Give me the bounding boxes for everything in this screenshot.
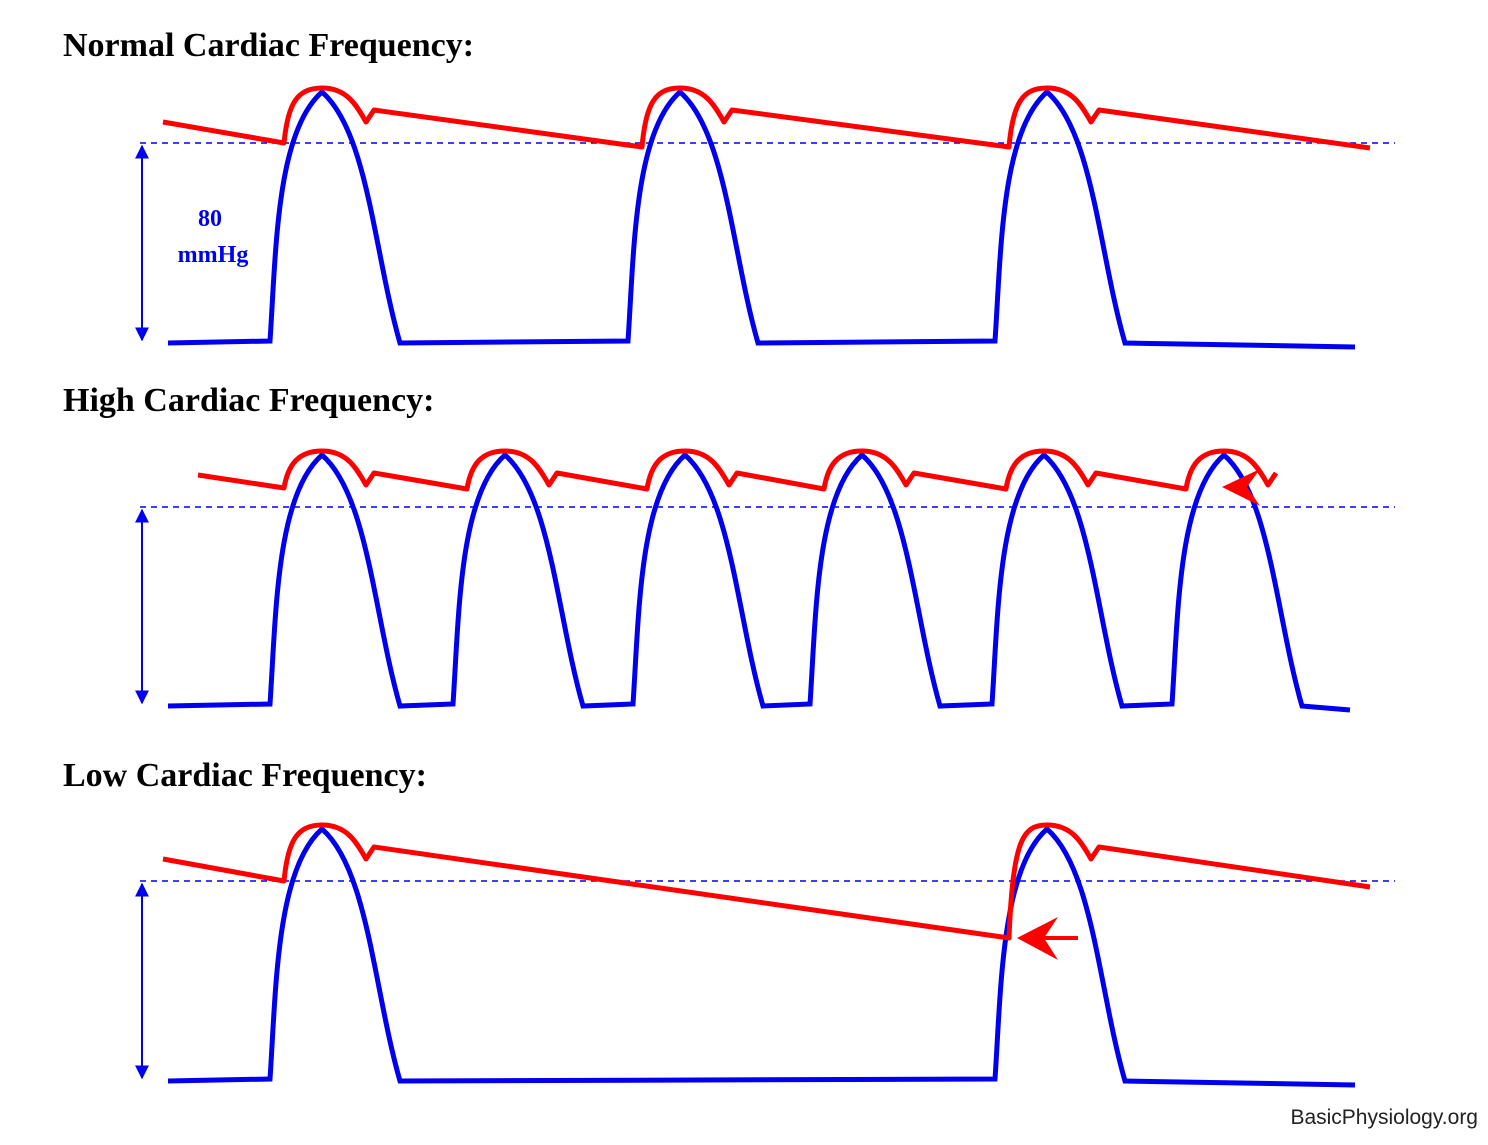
blue-wave [167, 825, 1356, 1088]
footer: BasicPhysiology.org [1290, 1106, 1478, 1129]
blue-wave [167, 451, 1351, 713]
panel-title: Normal Cardiac Frequency: [63, 27, 474, 64]
arrowhead [1017, 917, 1058, 960]
red-wave [162, 822, 1371, 941]
red-wave [162, 85, 1371, 151]
arrowhead [1222, 469, 1260, 506]
blue-wave [167, 88, 1356, 350]
pressure-value: 80 [198, 206, 222, 232]
red-wave [197, 448, 1279, 492]
pressure-unit: mmHg [178, 242, 249, 268]
panel-title: Low Cardiac Frequency: [63, 757, 427, 794]
waveforms [135, 85, 1395, 1088]
panel-title: High Cardiac Frequency: [63, 382, 434, 419]
